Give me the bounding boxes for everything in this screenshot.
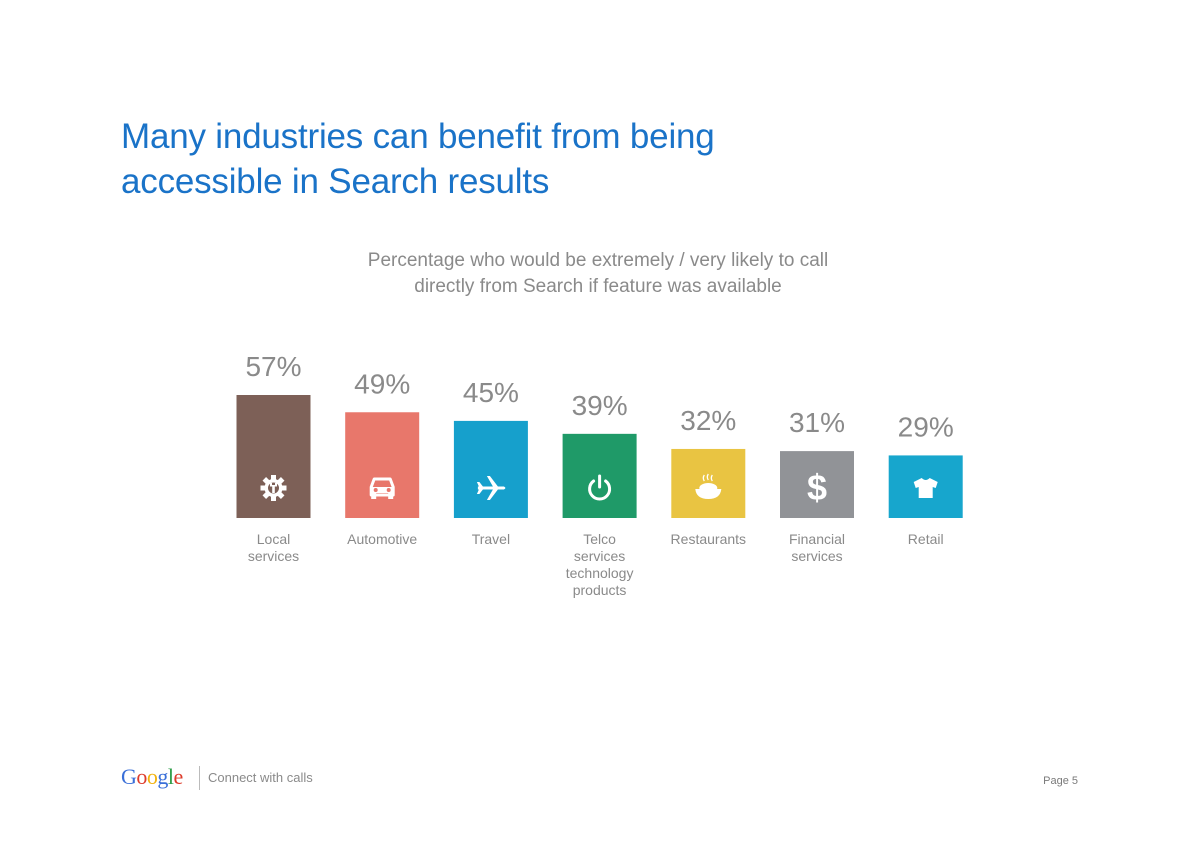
bowl-food (699, 483, 718, 493)
value-label: 29% (898, 411, 954, 442)
gear-tooth (271, 495, 276, 501)
category-label-line: technology (566, 565, 634, 581)
power-arc (588, 479, 612, 501)
value-label: 31% (789, 407, 845, 438)
gear-tooth (260, 485, 267, 491)
wrench-head (270, 483, 277, 487)
page-title-line1: Many industries can benefit from being (121, 117, 715, 156)
logo-letter: g (157, 764, 168, 789)
page-title-line2: accessible in Search results (121, 162, 550, 201)
value-label: 49% (354, 368, 410, 399)
bar-5 (780, 451, 854, 518)
car-wheel (388, 493, 394, 499)
tshirt-shape (913, 478, 938, 498)
chart-subtitle-line2: directly from Search if feature was avai… (414, 276, 782, 297)
bar-1 (345, 412, 420, 518)
page-title: Many industries can benefit from being a… (121, 114, 821, 204)
category-label: Restaurants (671, 531, 746, 547)
car-icon (369, 477, 395, 499)
gear-tooth (262, 491, 271, 499)
gear-tooth (262, 477, 271, 485)
gear-tooth (276, 491, 285, 499)
page-number: Page 5 (1043, 775, 1078, 787)
car-wheel (371, 493, 377, 499)
category-label-line: products (573, 582, 627, 598)
logo-letter: G (121, 764, 137, 789)
category-label: Local services (248, 531, 299, 564)
category-label-line: services (248, 548, 299, 564)
gear-tooth (276, 477, 285, 485)
gear-tooth (280, 485, 287, 491)
gear-tooth (271, 475, 276, 481)
airplane-icon (476, 476, 506, 500)
gear-wrench-icon (260, 475, 287, 501)
bar-2 (453, 420, 528, 518)
category-label-line: services (574, 548, 625, 564)
category-label-line: services (791, 548, 842, 564)
category-label-line: Retail (908, 531, 944, 547)
power-icon (588, 474, 612, 501)
category-label-line: Local (257, 531, 290, 547)
chart-subtitle-line1: Percentage who would be extremely / very… (367, 250, 829, 271)
wrench-shaft (272, 485, 275, 493)
logo-letter: e (173, 764, 184, 789)
food-bowl-icon (695, 473, 722, 499)
value-label: 32% (680, 405, 736, 436)
dollar-glyph: $ (807, 467, 827, 508)
airplane-shape (476, 476, 506, 500)
logo-letter: o (146, 764, 158, 789)
chart-subtitle: Percentage who would be extremely / very… (300, 248, 896, 300)
car-headlight (386, 488, 391, 492)
value-label: 57% (245, 351, 301, 382)
dollar-icon: $ (807, 467, 827, 508)
value-label: 45% (463, 377, 519, 408)
bowl (695, 489, 722, 499)
category-label: Financial services (789, 531, 845, 564)
category-label: Automotive (347, 531, 417, 547)
category-label-line: Financial (789, 531, 845, 547)
logo-letter: o (136, 764, 147, 789)
value-label: 39% (572, 390, 628, 421)
google-logo: Google (121, 764, 183, 790)
category-label-line: Travel (472, 531, 510, 547)
car-headlight (373, 488, 378, 492)
category-label: Travel (472, 531, 510, 547)
category-label-line: Telco (583, 531, 616, 547)
tshirt-icon (913, 478, 938, 498)
category-label: Retail (908, 531, 944, 547)
category-label-line: Automotive (347, 531, 417, 547)
category-label-line: Restaurants (671, 531, 746, 547)
footer-divider (199, 766, 200, 790)
category-label: Telco services technology products (566, 531, 634, 598)
car-bumper (370, 487, 395, 493)
steam (702, 473, 713, 482)
footer-text: Connect with calls (208, 770, 313, 785)
logo-letter: l (167, 764, 174, 789)
